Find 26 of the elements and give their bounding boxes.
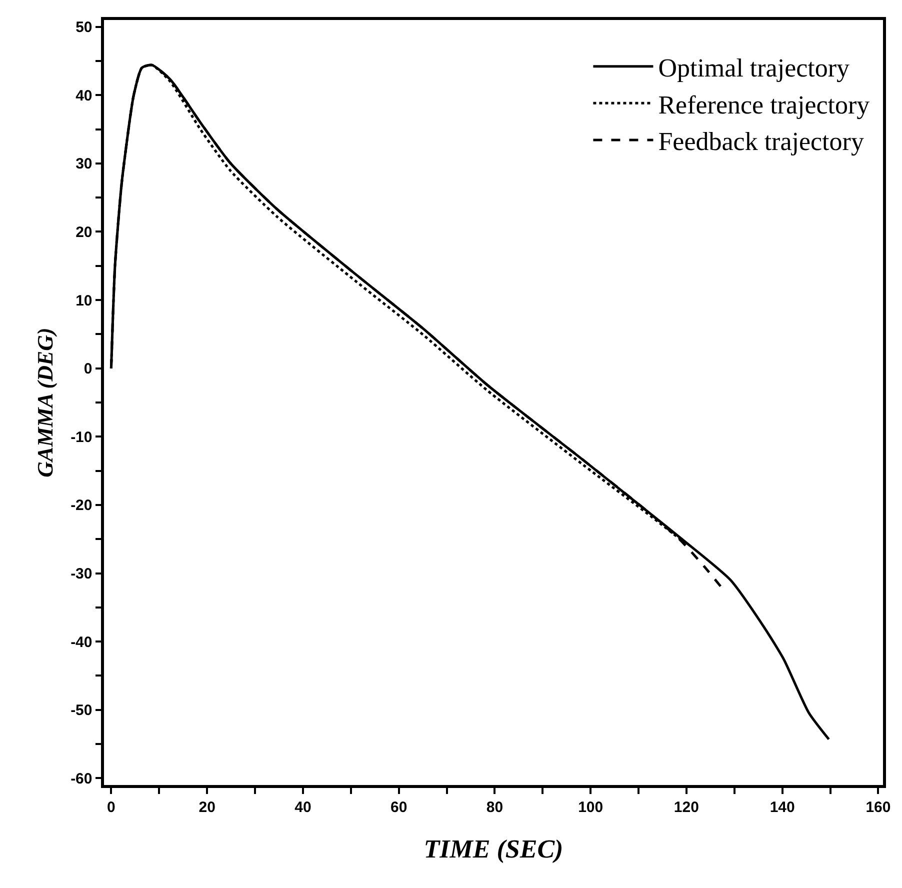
x-tick-label: 0 (107, 798, 116, 816)
legend-label: Optimal trajectory (658, 53, 850, 82)
x-tick-label: 100 (578, 798, 604, 816)
y-tick-label: -20 (70, 497, 92, 514)
x-axis-title: TIME (SEC) (424, 834, 564, 864)
y-tick-label: -50 (70, 702, 92, 720)
x-tick-label: 20 (198, 798, 216, 816)
y-tick-label: 40 (76, 87, 92, 104)
legend-label: Reference trajectory (658, 90, 870, 120)
y-axis-title: GAMMA (DEG) (32, 328, 58, 478)
x-tick-label: 40 (294, 798, 312, 816)
y-tick-label: 20 (76, 224, 92, 241)
y-tick-label: -30 (70, 566, 92, 583)
x-tick-label: 140 (770, 798, 795, 816)
y-tick-label: 50 (76, 19, 92, 36)
legend-label: Feedback trajectory (658, 127, 864, 156)
x-tick-label: 120 (674, 798, 699, 816)
y-tick-label: -10 (70, 428, 92, 446)
y-tick-label: -60 (70, 770, 92, 788)
x-tick-label: 160 (866, 798, 891, 816)
x-tick-label: 80 (486, 798, 504, 816)
y-tick-label: 30 (76, 156, 92, 173)
y-tick-label: 0 (84, 360, 92, 378)
x-tick-label: 60 (390, 798, 408, 816)
y-tick-label: -40 (70, 634, 92, 651)
y-tick-label: 10 (76, 292, 92, 310)
